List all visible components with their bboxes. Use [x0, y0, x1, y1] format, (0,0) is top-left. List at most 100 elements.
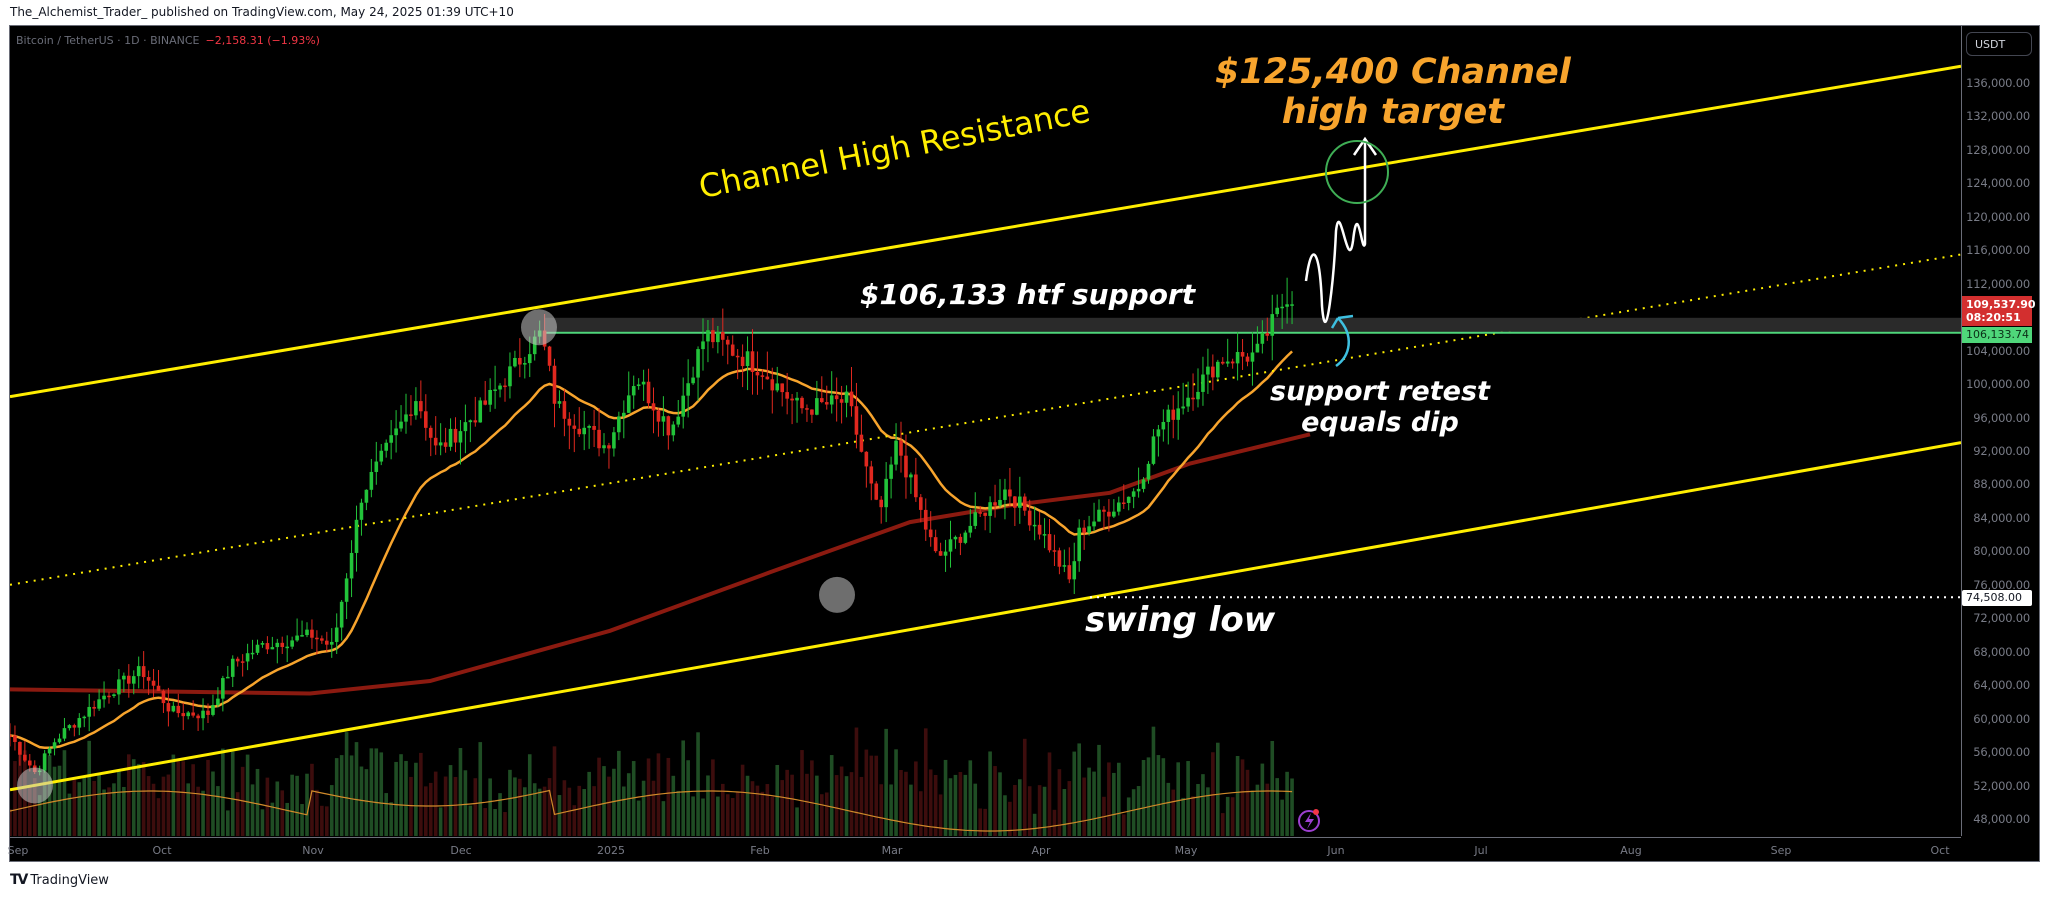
price-chart-canvas[interactable]	[10, 26, 1961, 837]
candle-body	[988, 502, 992, 516]
time-tick-label: Jul	[1474, 844, 1488, 857]
price-axis[interactable]: 136,000.00 132,000.00 128,000.00 124,000.00…	[1961, 26, 2040, 836]
candle-body	[834, 395, 839, 400]
candle-body	[354, 519, 359, 553]
candle-body	[379, 450, 384, 462]
volume-bar	[953, 774, 958, 836]
candle-body	[498, 385, 502, 390]
candle-body	[1255, 343, 1260, 353]
volume-bar	[122, 786, 126, 836]
volume-bar	[156, 798, 161, 836]
candle-body	[1235, 352, 1240, 364]
volume-bar	[1136, 786, 1141, 836]
candle-body	[691, 377, 695, 384]
volume-bar	[1126, 797, 1131, 836]
volume-bar	[1216, 742, 1220, 836]
candle-body	[874, 483, 879, 500]
price-tick-label: 128,000.00	[1966, 142, 2030, 157]
volume-bar	[1176, 762, 1180, 836]
candle-body	[547, 346, 552, 366]
time-tick-label: Nov	[302, 844, 324, 857]
volume-bar	[176, 758, 181, 836]
volume-bar	[1042, 786, 1047, 836]
candle-body	[171, 705, 176, 712]
volume-bar	[706, 775, 710, 836]
volume-bar	[691, 796, 695, 836]
volume-bar	[1260, 763, 1265, 836]
candle-body	[631, 386, 636, 396]
volume-bar	[1250, 790, 1255, 836]
volume-bar	[824, 792, 829, 836]
candle-body	[1151, 436, 1156, 464]
candle-body	[513, 357, 517, 367]
last-price-tag: 109,537.90 08:20:51	[1962, 296, 2036, 326]
volume-bar	[622, 786, 626, 836]
volume-bar	[587, 771, 591, 836]
candle-body	[755, 372, 760, 376]
price-tick-label: 80,000.00	[1973, 544, 2030, 559]
candle-body	[696, 349, 700, 378]
candle-body	[245, 653, 250, 662]
candle-body	[250, 652, 255, 655]
volume-bar	[859, 776, 864, 836]
volume-bar	[1225, 796, 1230, 836]
candle-body	[592, 425, 596, 430]
volume-bar	[641, 780, 646, 836]
volume-bar	[909, 784, 913, 836]
volume-bar	[146, 776, 151, 836]
alert-dot	[1313, 809, 1319, 815]
currency-selector[interactable]: USDT	[1966, 32, 2032, 56]
candle-body	[735, 355, 740, 358]
volume-bar	[1230, 797, 1235, 836]
candle-body	[1112, 511, 1116, 517]
candle-body	[884, 478, 888, 508]
candle-body	[1146, 463, 1151, 480]
price-tick-label: 72,000.00	[1973, 611, 2030, 626]
candle-body	[567, 418, 572, 426]
candle-body	[582, 427, 586, 435]
volume-bar	[315, 789, 319, 836]
candle-body	[87, 706, 91, 717]
candle-body	[527, 354, 532, 364]
volume-bar	[221, 748, 225, 836]
price-tick-label: 76,000.00	[1973, 577, 2030, 592]
candle-body	[1265, 332, 1270, 336]
candle-body	[721, 332, 725, 340]
retest-line2: equals dip	[1301, 407, 1459, 438]
candle-body	[820, 398, 824, 403]
volume-bar	[206, 759, 210, 836]
candle-body	[369, 471, 374, 490]
candle-body	[562, 401, 567, 419]
volume-bar	[488, 778, 492, 836]
candle-body	[315, 637, 319, 640]
volume-bar	[1037, 785, 1042, 836]
volume-bar	[795, 807, 799, 836]
target-annotation-line2: high target	[1281, 92, 1504, 132]
candle-body	[844, 391, 849, 403]
candle-body	[463, 422, 468, 432]
volume-bar	[285, 802, 289, 836]
ema-fast-line	[10, 350, 1293, 749]
volume-bar	[226, 810, 230, 836]
candle-body	[899, 440, 903, 456]
candle-body	[67, 725, 72, 729]
volume-bar	[1131, 789, 1136, 836]
volume-bar	[666, 757, 671, 836]
candle-body	[235, 658, 240, 662]
volume-bar	[523, 787, 527, 836]
volume-bar	[978, 808, 982, 836]
time-axis[interactable]: Sep Oct Nov Dec 2025 Feb Mar Apr May Jun Jul Aug Sep…	[8, 837, 1961, 862]
candle-body	[1022, 496, 1027, 511]
time-tick-label: Oct	[152, 844, 172, 857]
volume-bar	[300, 804, 304, 836]
volume-bar	[250, 784, 255, 836]
volume-bar	[245, 754, 250, 836]
candle-body	[112, 694, 116, 697]
candle-body	[577, 428, 582, 435]
candle-body	[1097, 509, 1101, 522]
volume-bar	[869, 755, 874, 836]
volume-bar	[468, 805, 473, 836]
candle-body	[572, 425, 577, 429]
volume-bar	[97, 773, 101, 836]
volume-bar	[1047, 752, 1052, 836]
